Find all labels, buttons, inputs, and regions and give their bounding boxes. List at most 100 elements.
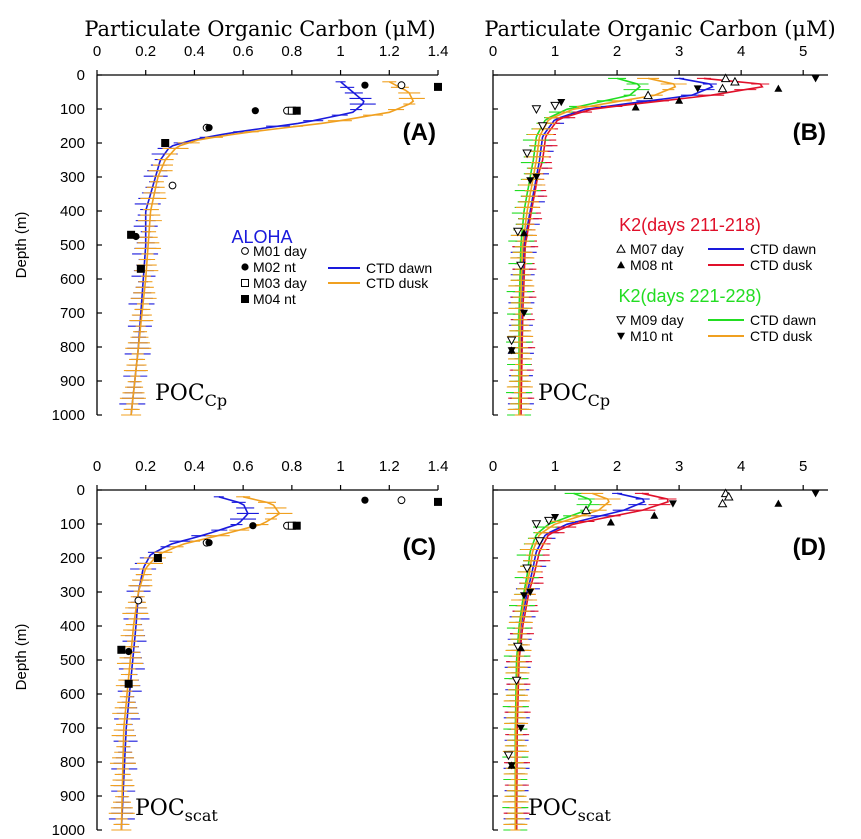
data-point <box>507 347 516 355</box>
chart-panel-2: 0 1 2 3 4 5 (B) POCCp K2(days 211-218) M07 dayM08… <box>489 43 828 416</box>
data-point <box>643 90 653 100</box>
legend-title: ALOHA <box>231 227 292 247</box>
x-tick-label: 0 <box>93 458 101 475</box>
y-tick-label: 0 <box>77 67 85 84</box>
x-tick-label: 1 <box>551 43 559 60</box>
data-point <box>526 177 535 185</box>
legend-label: CTD dawn <box>750 312 816 328</box>
y-tick-label: 200 <box>60 550 85 567</box>
legend-group-title: K2(days 211-218) <box>619 215 761 235</box>
data-point <box>117 645 126 654</box>
data-point <box>511 676 522 686</box>
data-point <box>503 751 514 761</box>
x-tick-label: 0.8 <box>281 458 302 475</box>
series-4 <box>502 492 621 831</box>
panel-label: (C) <box>403 534 436 561</box>
legend-marker <box>617 332 625 340</box>
legend-label: CTD dawn <box>750 241 816 257</box>
panel-label: (A) <box>403 119 436 146</box>
y-axis-label-bottom: Depth (m) <box>13 624 30 691</box>
chart-panel-1: 0 0.2 0.4 0.6 0.8 1 1.2 1.4 0 100 200 300 400 500 600 7… <box>52 43 449 424</box>
data-point <box>136 264 145 273</box>
y-tick-label: 600 <box>60 271 85 288</box>
y-tick-label: 400 <box>60 203 85 220</box>
data-point <box>811 490 820 498</box>
data-point <box>205 539 213 547</box>
x-tick-label: 0.6 <box>233 43 254 60</box>
x-tick-label: 0 <box>93 43 101 60</box>
poc-label: POCscat <box>528 796 611 825</box>
y-tick-label: 300 <box>60 169 85 186</box>
panel-label: (D) <box>793 534 826 561</box>
data-point <box>557 99 566 107</box>
data-point <box>720 73 731 83</box>
legend-marker <box>241 295 249 303</box>
y-tick-label: 700 <box>60 305 85 322</box>
data-point <box>168 181 177 190</box>
x-tick-label: 4 <box>737 43 745 60</box>
data-point <box>507 762 516 770</box>
legend-marker <box>616 243 626 253</box>
x-tick-label: 1.2 <box>379 43 400 60</box>
data-point <box>581 505 591 515</box>
legend-label: M04 nt <box>253 291 296 307</box>
data-point <box>520 592 529 600</box>
panel-label: (B) <box>793 119 826 146</box>
data-point <box>361 81 369 89</box>
legend-label: CTD dawn <box>366 260 432 276</box>
data-point <box>526 588 535 596</box>
data-point <box>124 679 133 688</box>
legend-group-title: K2(days 221-228) <box>618 286 761 306</box>
chart-panel-3: 0 0.2 0.4 0.6 0.8 1 1.2 1.4 0 100 200 300 400 500 600 7… <box>52 458 449 839</box>
data-point <box>205 124 213 132</box>
data-point <box>434 82 442 91</box>
data-point <box>774 84 783 92</box>
y-tick-label: 600 <box>60 686 85 703</box>
y-tick-label: 100 <box>60 101 85 118</box>
data-point <box>537 122 548 132</box>
x-tick-label: 0.2 <box>135 43 156 60</box>
data-point <box>668 500 677 508</box>
data-point <box>543 516 554 526</box>
data-point <box>127 230 136 239</box>
top-title-left: Particulate Organic Carbon (μM) <box>84 17 435 41</box>
series-4 <box>506 77 687 416</box>
y-tick-label: 1000 <box>52 407 85 424</box>
x-tick-label: 0 <box>489 458 497 475</box>
y-tick-label: 500 <box>60 237 85 254</box>
legend-marker <box>617 261 625 269</box>
y-tick-label: 1000 <box>52 822 85 839</box>
data-point <box>520 309 529 317</box>
data-point <box>774 499 783 507</box>
series-line <box>120 496 281 830</box>
data-point <box>534 537 545 547</box>
legend-label: M07 day <box>630 241 684 257</box>
data-point <box>292 521 301 530</box>
x-tick-label: 0.6 <box>233 458 254 475</box>
data-point <box>550 101 560 111</box>
y-tick-label: 0 <box>77 482 85 499</box>
data-point <box>161 139 170 147</box>
x-tick-label: 3 <box>675 458 683 475</box>
data-point <box>717 83 728 93</box>
top-title-right: Particulate Organic Carbon (μM) <box>484 17 835 41</box>
legend-label: CTD dusk <box>750 328 813 344</box>
y-tick-label: 200 <box>60 135 85 152</box>
data-point <box>522 564 532 574</box>
x-tick-label: 2 <box>613 458 621 475</box>
legend-marker <box>616 316 626 326</box>
data-point <box>516 644 525 652</box>
x-tick-label: 5 <box>799 458 807 475</box>
y-axis-label-top: Depth (m) <box>13 212 30 279</box>
legend-label: CTD dusk <box>750 257 813 273</box>
y-tick-label: 100 <box>60 516 85 533</box>
x-tick-label: 3 <box>675 43 683 60</box>
data-point <box>153 554 162 562</box>
data-point <box>531 105 542 115</box>
data-point <box>811 75 820 83</box>
data-point <box>512 642 523 652</box>
series-2 <box>119 81 425 416</box>
data-point <box>675 96 684 104</box>
